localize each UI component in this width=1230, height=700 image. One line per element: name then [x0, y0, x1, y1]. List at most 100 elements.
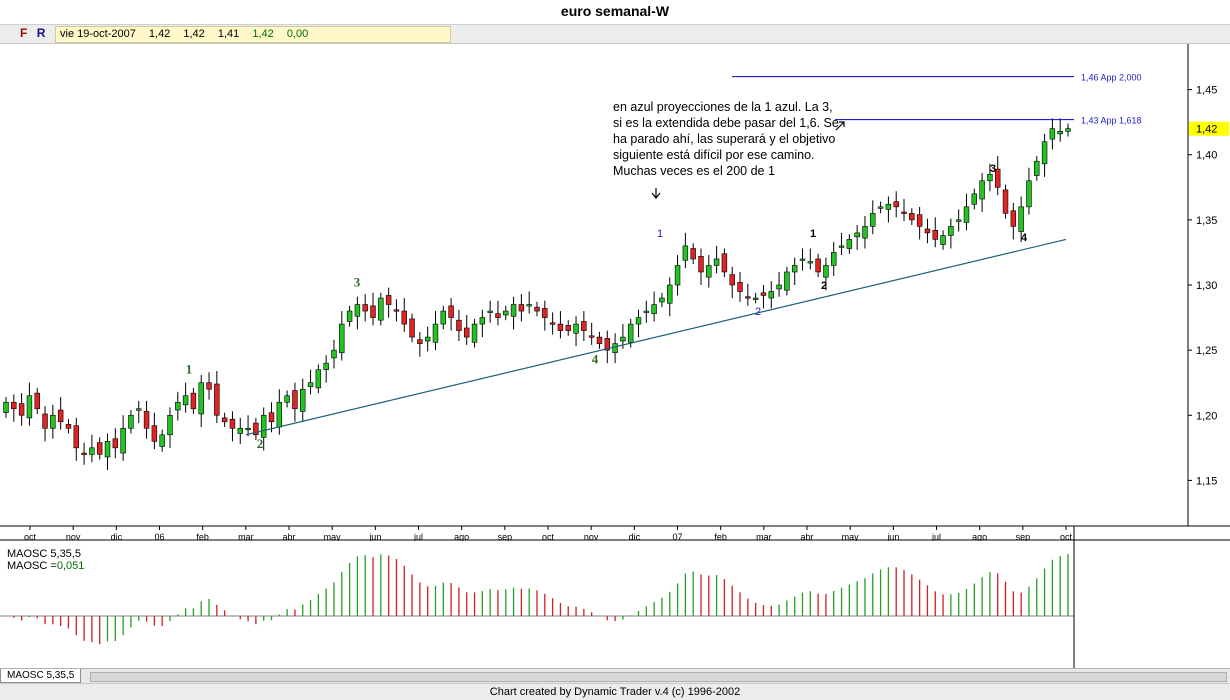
candle-body	[268, 412, 275, 423]
candle-body	[651, 304, 657, 314]
candle-body	[190, 392, 197, 410]
candle	[729, 266, 735, 299]
price-panel-bg	[0, 44, 1230, 526]
oscillator-value-label: MAOSC =	[7, 560, 57, 572]
f-button[interactable]: F	[20, 26, 28, 40]
candle	[57, 397, 64, 430]
x-tick-label: oct	[1060, 532, 1073, 542]
candle	[96, 437, 103, 460]
candle	[385, 287, 392, 318]
candle	[518, 294, 525, 322]
candle	[409, 313, 415, 343]
candle-body	[65, 424, 72, 429]
candle	[393, 299, 400, 322]
x-tick-label: abr	[282, 532, 295, 542]
x-tick-label: ago	[454, 532, 469, 542]
candle	[167, 407, 173, 448]
x-tick-label: feb	[714, 532, 727, 542]
candle	[612, 333, 618, 364]
candle	[752, 292, 759, 304]
candle	[799, 248, 806, 271]
candle-body	[971, 193, 978, 205]
candle	[245, 415, 251, 437]
candle	[370, 292, 376, 326]
candle-body	[862, 226, 868, 239]
candle	[893, 191, 899, 218]
x-tick-label: abr	[800, 532, 813, 542]
candle-body	[276, 401, 283, 428]
candle-body	[112, 438, 119, 449]
candle	[190, 387, 197, 414]
candle	[916, 206, 923, 240]
candle	[846, 234, 853, 254]
candle	[112, 428, 119, 459]
x-tick-label: jul	[413, 532, 423, 542]
candle	[89, 434, 95, 463]
x-tick-label: mar	[756, 532, 772, 542]
candle-body	[729, 274, 735, 286]
chart-annotation-note: en azul proyecciones de la 1 azul. La 3,…	[613, 100, 839, 178]
candle-body	[581, 321, 587, 331]
candle	[635, 309, 642, 338]
candle-body	[916, 214, 923, 227]
candle	[745, 283, 751, 306]
y-tick-label: 1,20	[1196, 410, 1217, 422]
candle	[526, 291, 532, 314]
candle-body	[620, 336, 626, 342]
candle-body	[565, 325, 571, 331]
candle-body	[752, 297, 759, 300]
projection-label: 1,43 App 1,618	[1081, 116, 1142, 126]
candle	[503, 305, 509, 321]
quote-readout: vie 19-oct-2007 1,42 1,42 1,41 1,42 0,00	[55, 26, 451, 43]
candle-body	[354, 304, 361, 317]
candle-body	[26, 395, 33, 419]
candle	[885, 196, 892, 223]
candle	[963, 193, 970, 231]
candle	[815, 253, 821, 278]
candle	[955, 209, 962, 232]
candle	[424, 326, 431, 352]
candle-body	[745, 296, 751, 299]
r-button[interactable]: R	[36, 26, 46, 40]
candle	[448, 298, 454, 331]
candle	[206, 372, 212, 400]
candle	[417, 331, 423, 357]
x-tick-label: oct	[24, 532, 37, 542]
candle-body	[424, 336, 431, 342]
candle	[214, 370, 220, 424]
tab-maosc[interactable]: MAOSC 5,35,5	[0, 669, 82, 683]
candle	[870, 200, 876, 235]
candle	[940, 230, 946, 250]
candle-body	[34, 392, 40, 410]
candle	[877, 201, 884, 214]
candle	[81, 442, 87, 465]
candle	[479, 309, 486, 338]
candle	[1034, 156, 1040, 181]
y-tick-label: 1,40	[1196, 150, 1217, 162]
up-right-arrow-icon	[835, 121, 845, 131]
chart-canvas[interactable]: 1,45 1,40 1,35 1,30 1,25 1,20 1,15 1,42 oct nov di…	[0, 44, 1230, 668]
candle-body	[42, 413, 48, 429]
candle-body	[221, 417, 228, 423]
candle-body	[596, 336, 603, 344]
candle	[534, 301, 540, 317]
candle	[987, 163, 993, 192]
candle	[862, 215, 868, 249]
candle-body	[253, 422, 259, 436]
x-tick-label: ago	[972, 532, 987, 542]
candle-body	[346, 310, 353, 322]
candle-body	[18, 403, 25, 416]
candle-body	[706, 265, 712, 278]
x-tick-label: feb	[196, 532, 209, 542]
candle	[971, 188, 978, 210]
candle-body	[713, 258, 720, 266]
candle-body	[994, 168, 1001, 188]
candle	[573, 316, 579, 347]
candle	[698, 248, 704, 285]
horizontal-scrollbar[interactable]	[90, 672, 1227, 682]
y-tick-label: 1,35	[1196, 215, 1217, 227]
candle-body	[448, 305, 454, 318]
wave-label: 2	[821, 280, 827, 292]
wave-label: 4	[592, 351, 599, 366]
candle-body	[1057, 130, 1063, 135]
